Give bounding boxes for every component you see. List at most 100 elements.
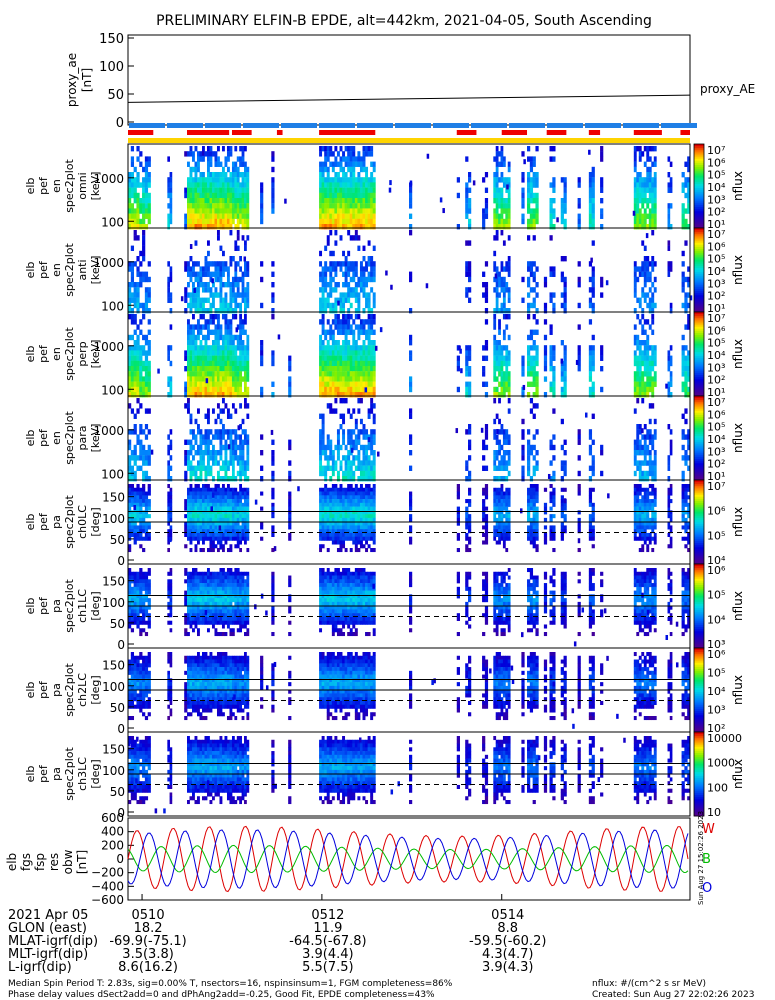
spectrogram-cell — [552, 434, 556, 440]
spectrogram-cell — [197, 444, 200, 451]
spectrogram-cell — [643, 224, 647, 230]
spectrogram-cell — [482, 271, 486, 277]
spectrogram-cell — [507, 439, 511, 445]
spectrogram-cell — [600, 146, 604, 152]
spectrogram-cell — [142, 230, 146, 236]
spectrogram-cell — [600, 350, 604, 356]
spectrogram-cell — [321, 434, 325, 440]
spectrogram-cell — [211, 182, 215, 188]
spectrogram-cell — [206, 224, 210, 230]
spectrogram-cell — [239, 499, 243, 504]
spectrogram-cell — [236, 444, 240, 451]
spectrogram-cell — [136, 355, 140, 361]
spectrogram-cell — [577, 360, 581, 367]
spectrogram-cell — [241, 187, 245, 193]
spectrogram-cell — [224, 324, 228, 330]
spectrogram-cell — [169, 444, 173, 451]
spectrogram-cell — [231, 345, 235, 351]
spectrogram-cell — [234, 455, 238, 461]
spectrogram-cell — [357, 302, 361, 309]
spectrogram-cell — [347, 314, 351, 320]
spectrogram-cell — [651, 350, 655, 356]
colorbar-segment — [694, 461, 704, 464]
spectrogram-cell — [344, 187, 348, 193]
spectrogram-cell — [211, 203, 215, 209]
spectrogram-cell — [260, 182, 264, 188]
spectrogram-cell — [329, 439, 333, 445]
spectrogram-cell — [552, 156, 556, 162]
spectrogram-cell — [139, 198, 143, 204]
spectrogram-cell — [493, 261, 497, 267]
spectrogram-cell — [201, 187, 205, 193]
spectrogram-cell — [352, 536, 356, 541]
spectrogram-cell — [216, 413, 220, 419]
proxy-ae-line — [127, 94, 691, 103]
spectrogram-cell — [199, 506, 203, 511]
spectrogram-cell — [641, 177, 645, 183]
spectrogram-cell — [687, 434, 691, 440]
spectrogram-cell — [139, 224, 143, 230]
spectrogram-cell — [226, 203, 230, 209]
spectrogram-cell — [201, 146, 205, 152]
spectrogram-cell — [372, 271, 376, 277]
spectrogram-cell — [241, 161, 245, 167]
spectrogram-cell — [169, 499, 173, 504]
spectrogram-cell — [197, 282, 200, 288]
spectrogram-cell — [221, 297, 225, 303]
spectrogram-cell — [498, 198, 501, 204]
spectrogram-cell — [367, 329, 371, 335]
spectrogram-cell — [226, 381, 230, 387]
spectrogram-cell — [344, 319, 348, 325]
spectrogram-cell — [500, 455, 504, 461]
spectrogram-cell — [209, 381, 213, 387]
spectrogram-cell — [216, 540, 220, 545]
spectrogram-cell — [543, 282, 548, 288]
spectrogram-cell — [372, 470, 376, 477]
spectrogram-cell — [648, 187, 652, 193]
spectrogram-cell — [342, 156, 346, 162]
spectrogram-cell — [324, 521, 328, 526]
spectrogram-cell — [167, 376, 170, 382]
spectrogram-cell — [194, 345, 198, 351]
spectrogram-cell — [167, 444, 170, 451]
spectrogram-cell — [187, 366, 190, 372]
spectrogram-cell — [507, 203, 511, 209]
spectrogram-cell — [409, 213, 413, 219]
spectrogram-cell — [560, 276, 564, 283]
spectrogram-cell — [204, 450, 208, 456]
spectrogram-cell — [187, 439, 190, 445]
spectrogram-cell — [588, 371, 593, 377]
spectrogram-cell — [234, 208, 238, 214]
spectrogram-cell — [239, 319, 243, 325]
spectrogram-cell — [359, 398, 363, 404]
spectrogram-cell — [216, 161, 220, 167]
spectrogram-cell — [216, 525, 220, 530]
spectrogram-cell — [229, 203, 233, 209]
spectrogram-cell — [648, 302, 652, 309]
spectrogram-cell — [204, 386, 208, 393]
spectrogram-cell — [221, 460, 225, 466]
spectrogram-cell — [357, 314, 361, 320]
spectrogram-cell — [409, 408, 413, 414]
spectrogram-cell — [646, 156, 650, 162]
spectrogram-cell — [495, 266, 499, 272]
spectrogram-cell — [142, 510, 146, 515]
spectrogram-cell — [187, 532, 190, 537]
spectrogram-cell — [319, 413, 323, 419]
spectrogram-cell — [362, 192, 366, 199]
spectrogram-cell — [527, 266, 531, 272]
spectrogram-cell — [324, 266, 328, 272]
spectrogram-cell — [641, 182, 645, 188]
spectrogram-cell — [352, 218, 356, 225]
spectrogram-cell — [284, 198, 287, 204]
spectrogram-cell — [495, 476, 499, 482]
spectrogram-cell — [209, 540, 213, 545]
spectrogram-cell — [336, 314, 340, 320]
spectrogram-cell — [224, 444, 228, 451]
spectrogram-cell — [226, 386, 230, 393]
spectrogram-cell — [128, 198, 132, 204]
spectrogram-cell — [136, 292, 140, 298]
spectrogram-cell — [543, 308, 548, 314]
spectrogram-cell — [189, 476, 193, 482]
spectrogram-cell — [331, 266, 335, 272]
